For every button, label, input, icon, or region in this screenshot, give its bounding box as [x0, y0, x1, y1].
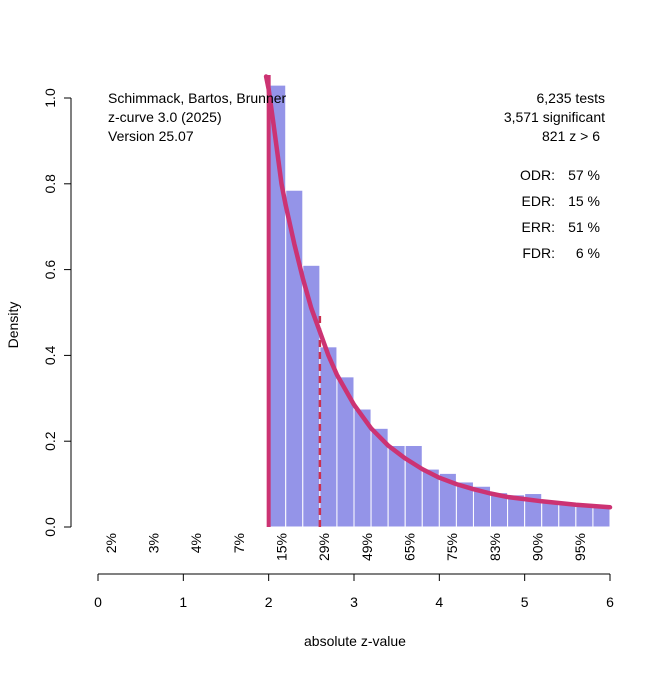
- y-tick-label-0: 0.0: [42, 517, 58, 537]
- x-tick-label-3: 3: [350, 594, 358, 610]
- citation-release: Version 25.07: [108, 128, 194, 144]
- power-label-8: 75%: [444, 533, 460, 561]
- citation-authors: Schimmack, Bartos, Brunner: [108, 90, 287, 106]
- power-label-5: 29%: [316, 533, 332, 561]
- x-tick-label-5: 5: [521, 594, 529, 610]
- x-tick-label-2: 2: [265, 594, 273, 610]
- histogram-bar-16: [541, 500, 560, 528]
- citation-version: z-curve 3.0 (2025): [108, 109, 222, 125]
- err-label: ERR:: [522, 219, 555, 235]
- y-tick-label-3: 0.6: [42, 260, 58, 280]
- power-labels: 2% 3% 4% 7% 15% 29% 49% 65% 75% 83% 90% 95%: [103, 533, 588, 561]
- edr-label: EDR:: [522, 193, 555, 209]
- power-label-1: 3%: [146, 533, 162, 553]
- odr-label: ODR:: [520, 167, 555, 183]
- power-label-7: 65%: [402, 533, 418, 561]
- power-label-3: 7%: [231, 533, 247, 553]
- odr-value: 57 %: [568, 167, 600, 183]
- y-axis-title: Density: [5, 302, 21, 349]
- fdr-label: FDR:: [522, 245, 555, 261]
- y-tick-label-4: 0.8: [42, 174, 58, 194]
- x-tick-label-4: 4: [435, 594, 443, 610]
- density-curve-line: [263, 74, 613, 510]
- test-counts: 6,235 tests 3,571 significant 821 z > 6: [504, 90, 605, 144]
- edr-value: 15 %: [568, 193, 600, 209]
- rate-stats: ODR: 57 % EDR: 15 % ERR: 51 % FDR: 6 %: [520, 167, 600, 261]
- fdr-value: 6 %: [568, 245, 600, 261]
- x-tick-label-0: 0: [94, 594, 102, 610]
- power-label-10: 90%: [530, 533, 546, 561]
- power-label-0: 2%: [103, 533, 119, 553]
- y-tick-label-1: 0.2: [42, 431, 58, 451]
- x-tick-label-6: 6: [606, 594, 614, 610]
- power-label-4: 15%: [274, 533, 290, 561]
- power-label-9: 83%: [487, 533, 503, 561]
- tests-count: 6,235 tests: [537, 90, 606, 106]
- err-value: 51 %: [568, 219, 600, 235]
- z-above-6-count: 821 z > 6: [542, 128, 600, 144]
- density-curve-layer: [263, 74, 613, 527]
- x-axis-title: absolute z-value: [304, 633, 406, 649]
- y-tick-label-2: 0.4: [42, 345, 58, 365]
- y-tick-label-5: 1.0: [42, 88, 58, 108]
- histogram-bars: [268, 84, 611, 528]
- x-tick-label-1: 1: [179, 594, 187, 610]
- histogram-bar-17: [558, 502, 577, 528]
- power-label-2: 4%: [188, 533, 204, 553]
- x-axis: 0 1 2 3 4 5 6: [94, 573, 614, 610]
- significant-count: 3,571 significant: [504, 109, 605, 125]
- citation-block: Schimmack, Bartos, Brunner z-curve 3.0 (…: [108, 90, 287, 144]
- power-label-11: 95%: [572, 533, 588, 561]
- power-label-6: 49%: [359, 533, 375, 561]
- y-axis: 0.0 0.2 0.4 0.6 0.8 1.0: [42, 88, 72, 537]
